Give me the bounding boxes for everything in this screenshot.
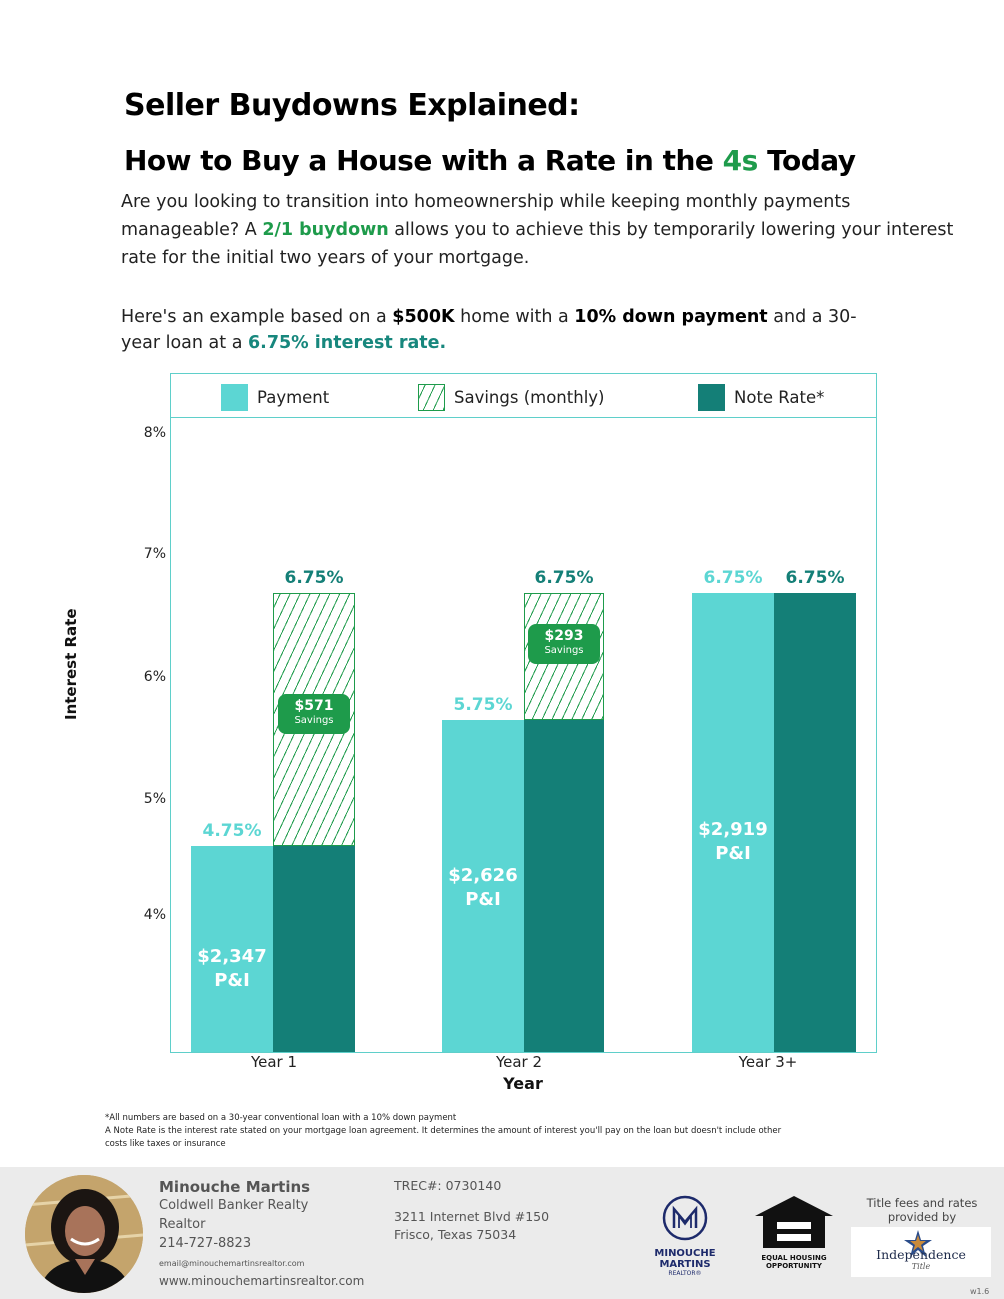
label-payment-year2: 5.75%: [453, 695, 513, 715]
bar-payment-year2: [442, 720, 524, 1052]
address-line-1: 3211 Internet Blvd #150: [394, 1209, 550, 1224]
agent-avatar: [25, 1175, 143, 1293]
intro-text-2: allows you to achieve this by temporaril…: [121, 220, 954, 268]
payment-year3-amount: $2,919: [698, 819, 768, 840]
label-payment-year1: 4.75%: [202, 821, 262, 841]
payment-year2-amount: $2,626: [448, 865, 518, 886]
example-b3: 6.75% interest rate.: [248, 333, 447, 353]
agent-website[interactable]: www.minouchemartinsrealtor.com: [159, 1274, 365, 1288]
legend-note-label: Note Rate*: [734, 387, 825, 407]
bar-payment-year3: [692, 593, 774, 1052]
agent-company: Coldwell Banker Realty: [159, 1198, 309, 1213]
legend-savings-label: Savings (monthly): [454, 387, 605, 407]
equal-housing-icon: [755, 1196, 833, 1248]
independence-sub: Title: [911, 1262, 931, 1271]
page-title: Seller Buydowns Explained:: [124, 88, 580, 123]
bar-note-year1: [273, 846, 355, 1052]
y-tick-4: 4%: [143, 907, 166, 923]
independence-title-logo: Independence Title: [851, 1227, 991, 1277]
footnote-2: A Note Rate is the interest rate stated …: [105, 1126, 782, 1149]
savings-badge-year1: $571 Savings: [278, 694, 350, 734]
trec-number: TREC#: 0730140: [394, 1178, 502, 1193]
example-paragraph: Here's an example based on a $500K home …: [121, 304, 861, 356]
payment-year1: $2,347 P&I: [191, 945, 273, 993]
intro-paragraph: Are you looking to transition into homeo…: [121, 188, 961, 272]
y-axis-label: Interest Rate: [62, 608, 80, 720]
footer-bar: [0, 1167, 1004, 1299]
chart-legend: Payment Savings (monthly) Note Rate*: [171, 374, 876, 418]
mm-monogram-icon: [662, 1195, 708, 1241]
label-payment-year3: 6.75%: [703, 568, 763, 588]
agent-role: Realtor: [159, 1217, 206, 1232]
x-tick-year1: Year 1: [250, 1053, 298, 1071]
eho-line2: OPPORTUNITY: [765, 1262, 822, 1270]
page-subtitle: How to Buy a House with a Rate in the 4s…: [124, 144, 856, 177]
star-icon: [904, 1230, 932, 1257]
y-tick-7: 7%: [143, 546, 166, 562]
subtitle-pre: How to Buy a House with a Rate in the: [124, 144, 723, 177]
y-tick-6: 6%: [143, 669, 166, 685]
label-note-year2: 6.75%: [534, 568, 594, 588]
subtitle-post: Today: [757, 144, 856, 177]
label-note-year1: 6.75%: [284, 568, 344, 588]
legend-savings-swatch: [418, 383, 445, 411]
payment-year3: $2,919 P&I: [692, 818, 774, 866]
example-t1: Here's an example based on a: [121, 307, 393, 327]
payment-year3-suffix: P&I: [715, 843, 751, 864]
subtitle-highlight: 4s: [722, 144, 759, 177]
intro-highlight: 2/1 buydown: [262, 220, 389, 240]
address-line-2: Frisco, Texas 75034: [394, 1227, 517, 1242]
x-tick-year3: Year 3+: [738, 1053, 798, 1071]
title-fees-text: Title fees and rates provided by: [866, 1196, 978, 1224]
legend-savings: Savings (monthly): [418, 383, 605, 411]
minouche-martins-logo: MINOUCHE MARTINS REALTOR®: [634, 1194, 736, 1277]
label-note-year3: 6.75%: [785, 568, 845, 588]
bar-note-year2: [524, 720, 604, 1052]
savings-year2-label: Savings: [544, 645, 584, 656]
agent-email[interactable]: email@minouchemartinsrealtor.com: [159, 1259, 305, 1268]
example-b1: $500K: [392, 307, 455, 327]
legend-payment: Payment: [221, 383, 330, 411]
intro-text-1: Are you looking to transition into homeo…: [121, 192, 851, 240]
footnote-1: *All numbers are based on a 30-year conv…: [105, 1113, 457, 1123]
example-b2: 10% down payment: [574, 307, 768, 327]
agent-name: Minouche Martins: [159, 1178, 311, 1196]
savings-year1-amount: $571: [294, 698, 334, 714]
mm-logo-name: MINOUCHE MARTINS: [654, 1248, 716, 1270]
equal-housing-logo: EQUAL HOUSING OPPORTUNITY: [752, 1194, 836, 1270]
agent-phone[interactable]: 214-727-8823: [159, 1236, 252, 1251]
bar-note-year3: [774, 593, 856, 1052]
mm-logo-sub: REALTOR®: [668, 1270, 702, 1277]
example-t2: home with a: [454, 307, 575, 327]
example-t3: and a 30-year loan at a: [121, 307, 857, 353]
x-axis-label: Year: [503, 1074, 543, 1093]
y-tick-8: 8%: [143, 425, 166, 441]
payment-year2-suffix: P&I: [465, 889, 501, 910]
bar-payment-year1: [191, 846, 273, 1052]
x-tick-year2: Year 2: [495, 1053, 543, 1071]
legend-note-swatch: [698, 383, 725, 411]
legend-payment-swatch: [221, 383, 248, 411]
version-label: w1.6: [970, 1287, 990, 1296]
legend-note-rate: Note Rate*: [698, 383, 825, 411]
payment-year1-amount: $2,347: [197, 946, 267, 967]
savings-badge-year2: $293 Savings: [528, 624, 600, 664]
chart-frame: Payment Savings (monthly) Note Rate*: [170, 373, 877, 1053]
payment-year2: $2,626 P&I: [442, 864, 524, 912]
legend-payment-label: Payment: [257, 387, 330, 407]
savings-year2-amount: $293: [544, 628, 584, 644]
y-tick-5: 5%: [143, 791, 166, 807]
payment-year1-suffix: P&I: [214, 970, 250, 991]
savings-year1-label: Savings: [294, 715, 334, 726]
independence-name: Independence: [876, 1247, 966, 1262]
eho-line1: EQUAL HOUSING: [761, 1254, 827, 1262]
